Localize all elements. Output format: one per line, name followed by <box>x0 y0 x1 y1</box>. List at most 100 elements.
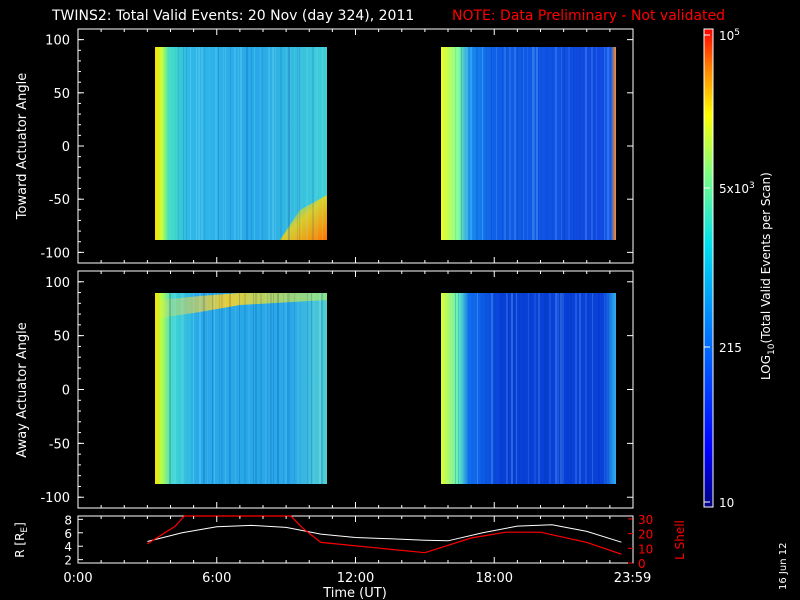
spectrogram-stripe <box>602 47 604 240</box>
spectrogram-stripe <box>240 47 242 240</box>
spectrogram-stripe <box>527 47 528 240</box>
spectrogram-stripe <box>199 293 201 484</box>
spectrogram-stripe <box>270 293 272 484</box>
spectrogram-stripe <box>193 293 194 484</box>
spectrogram-stripe <box>598 293 600 484</box>
spectrogram-stripe <box>183 47 184 240</box>
top-hot-corner <box>280 195 327 240</box>
spectrogram-stripe <box>302 293 303 484</box>
spectrogram-stripe <box>173 293 175 484</box>
bottom-yellow-band <box>160 293 327 318</box>
y-tick-label: 50 <box>53 87 70 102</box>
spectrogram-stripe <box>516 293 517 484</box>
x-tick-label: 0:00 <box>63 571 92 586</box>
spectrogram-stripe <box>309 293 310 484</box>
spectrogram-stripe <box>549 293 551 484</box>
orbit-left-tick-label: 6 <box>64 527 72 541</box>
spectrogram-stripe <box>534 47 535 240</box>
spectrogram-stripe <box>500 293 502 484</box>
spectrogram-stripe <box>455 293 456 484</box>
spectrogram-stripe <box>541 47 542 240</box>
spectrogram-stripe <box>585 293 587 484</box>
spectrogram-stripe <box>552 47 553 240</box>
spectrogram-stripe <box>294 47 295 240</box>
spectrogram-stripe <box>262 47 263 240</box>
spectrogram-stripe <box>534 293 536 484</box>
bottom-stripes <box>169 293 609 484</box>
spectrogram-stripe <box>311 293 312 484</box>
spectrogram-stripe <box>536 47 538 240</box>
spectrogram-stripe <box>268 47 270 240</box>
spectrogram-stripe <box>470 47 472 240</box>
spectrogram-stripe <box>225 293 226 484</box>
orbit-left-tick-label: 4 <box>64 540 72 554</box>
colorbar-tick-label: 5x103 <box>719 181 755 196</box>
spectrogram-stripe <box>280 47 282 240</box>
spectrogram-stripe <box>198 47 200 240</box>
spectrogram-stripe <box>178 47 179 240</box>
spectrogram-stripe <box>560 293 562 484</box>
spectrogram-stripe <box>477 293 478 484</box>
spectrogram-stripe <box>538 47 539 240</box>
spectrogram-stripe <box>530 293 532 484</box>
spectrogram-stripe <box>461 47 462 240</box>
spectrogram-stripe <box>604 47 605 240</box>
spectrogram-stripe <box>466 47 468 240</box>
spectrogram-stripe <box>259 47 261 240</box>
spectrogram-stripe <box>517 47 518 240</box>
spectrogram-stripe <box>196 47 197 240</box>
spectrogram-stripe <box>455 47 456 240</box>
colorbar: 105 5x103 215 10 LOG10(Total Valid Events p… <box>703 28 777 510</box>
colorbar-tick-label: 215 <box>719 341 742 355</box>
spectrogram-stripe <box>525 293 526 484</box>
spectrogram-stripe <box>568 47 570 240</box>
spectrogram-stripe <box>234 47 236 240</box>
spectrogram-stripe <box>562 293 564 484</box>
spectrogram-stripe <box>317 47 318 240</box>
top-block-right <box>441 47 616 240</box>
spectrogram-stripe <box>306 47 308 240</box>
spectrogram-stripe <box>458 293 459 484</box>
bottom-block-right <box>441 293 616 484</box>
preliminary-note: NOTE: Data Preliminary - Not validated <box>452 8 725 24</box>
plot-title: TWINS2: Total Valid Events: 20 Nov (day … <box>51 8 414 24</box>
spectrogram-stripe <box>267 293 268 484</box>
spectrogram-stripe <box>221 293 223 484</box>
spectrogram-stripe <box>555 47 557 240</box>
x-axis-ticks: 0:00 6:00 12:00 18:00 23:59 <box>63 29 651 586</box>
spectrogram-stripe <box>321 293 323 484</box>
spectrogram-stripe <box>203 293 205 484</box>
spectrogram-stripe <box>219 293 220 484</box>
spectrogram-stripe <box>522 293 524 484</box>
orbit-right-tick-label: 20 <box>638 528 653 542</box>
spectrogram-stripe <box>592 293 593 484</box>
spectrogram-stripe <box>532 47 534 240</box>
spectrogram-stripe <box>482 47 483 240</box>
spectrogram-stripe <box>297 47 298 240</box>
l-shell-line <box>147 515 622 555</box>
spectrogram-stripe <box>506 293 508 484</box>
date-stamp: 16 Jun 12 <box>778 543 789 590</box>
colorbar-label: LOG10(Total Valid Events per Scan) <box>759 172 777 380</box>
spectrogram-stripe <box>297 293 299 484</box>
spectrogram-stripe <box>591 47 593 240</box>
spectrogram-stripe <box>294 293 295 484</box>
spectrogram-stripe <box>215 47 217 240</box>
spectrogram-stripe <box>301 47 302 240</box>
spectrogram-stripe <box>513 293 515 484</box>
orbit-right-tick-label: 10 <box>638 542 653 556</box>
spectrogram-stripe <box>275 47 276 240</box>
spectrogram-stripe <box>287 293 289 484</box>
spectrogram-stripe <box>494 293 496 484</box>
colorbar-ticks: 105 5x103 215 10 <box>704 28 755 510</box>
y-tick-label: 0 <box>62 140 70 155</box>
spectrogram-stripe <box>260 293 262 484</box>
spectrogram-stripe <box>229 293 231 484</box>
orbit-left-label: R [RE] <box>13 522 30 558</box>
spectrogram-stripe <box>570 293 572 484</box>
spectrogram-stripe <box>567 293 569 484</box>
spectrogram-stripe <box>573 47 575 240</box>
spectrogram-stripe <box>511 293 513 484</box>
orbit-right-tick-label: 30 <box>638 513 653 527</box>
